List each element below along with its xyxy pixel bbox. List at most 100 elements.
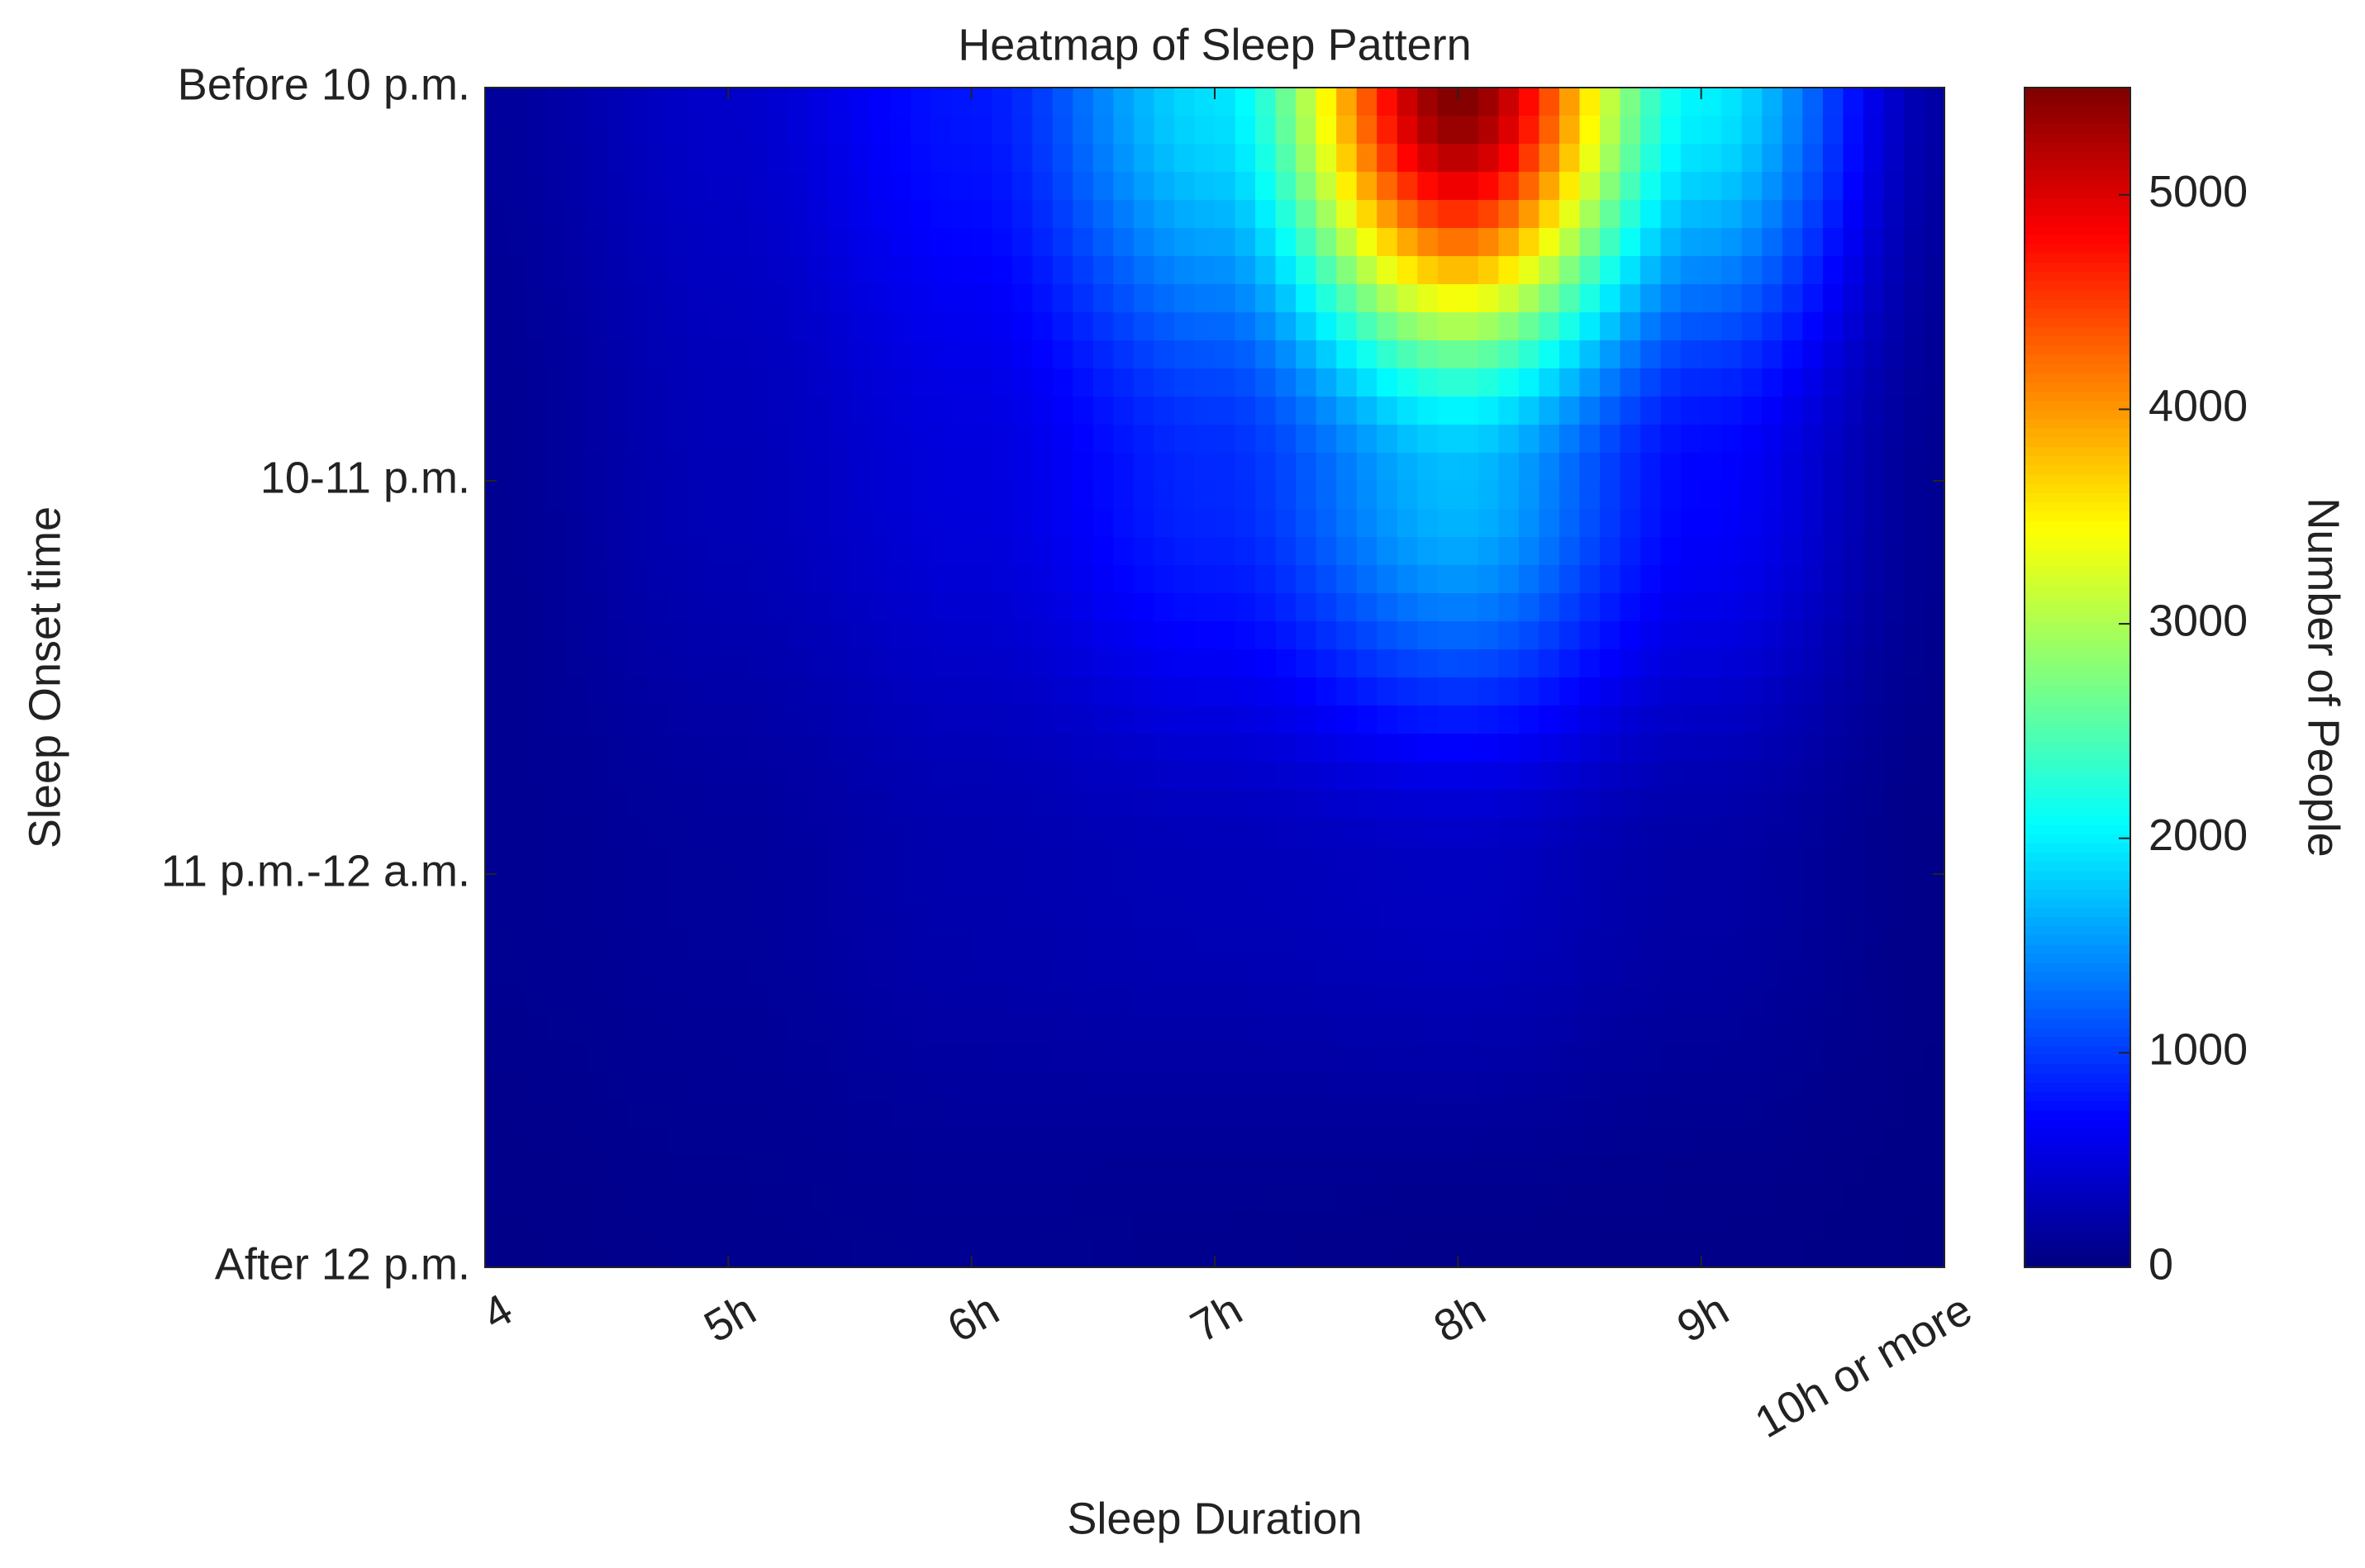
heat-cell <box>1924 200 1945 229</box>
heat-cell <box>1275 88 1297 116</box>
heat-cell <box>1113 593 1135 622</box>
heat-cell <box>1883 228 1905 257</box>
heat-cell <box>1417 1127 1439 1156</box>
heat-cell <box>1417 509 1439 538</box>
heat-cell <box>728 593 749 622</box>
heat-cell <box>1417 1043 1439 1071</box>
heat-cell <box>1600 312 1621 341</box>
heat-cell <box>1924 874 1945 903</box>
heat-cell <box>1681 1211 1702 1240</box>
heat-cell <box>566 1043 588 1071</box>
heat-cell <box>809 368 830 397</box>
heat-cell <box>566 958 588 987</box>
heat-cell <box>1073 537 1094 566</box>
heat-cell <box>1924 284 1945 313</box>
heat-cell <box>1133 425 1155 454</box>
heat-cell <box>1052 930 1074 959</box>
heat-cell <box>667 874 689 903</box>
heat-cell <box>829 284 851 313</box>
heat-cell <box>1073 874 1094 903</box>
heat-cell <box>1458 874 1479 903</box>
heat-cell <box>1558 537 1581 566</box>
heat-cell <box>890 565 911 594</box>
heat-cell <box>728 649 749 678</box>
heat-cell <box>1782 481 1804 510</box>
heat-cell <box>1133 958 1155 987</box>
heat-cell <box>870 958 892 987</box>
heat-cell <box>1154 706 1175 734</box>
heat-cell <box>1660 397 1682 425</box>
heat-cell <box>1782 228 1804 257</box>
heat-cell <box>1073 340 1094 369</box>
heat-cell <box>951 425 973 454</box>
heat-cell <box>1235 1239 1256 1268</box>
colorbar-step <box>2025 1064 2130 1075</box>
heat-cell <box>849 930 871 959</box>
heat-cell <box>485 1014 507 1043</box>
heat-cell <box>688 649 709 678</box>
heat-cell <box>1478 874 1500 903</box>
heat-cell <box>1437 790 1459 819</box>
heat-cell <box>1518 1211 1540 1240</box>
heat-cell <box>1356 284 1378 313</box>
heat-cell <box>1133 172 1155 201</box>
heat-cell <box>769 762 790 791</box>
heat-cell <box>1052 1239 1074 1268</box>
colorbar-step <box>2025 714 2130 725</box>
heat-cell <box>1822 397 1844 425</box>
heat-cell <box>748 1127 770 1156</box>
heat-cell <box>545 1211 567 1240</box>
heat-cell <box>1194 1043 1216 1071</box>
colorbar-step <box>2025 115 2130 126</box>
heat-cell <box>1802 340 1824 369</box>
heat-cell <box>526 1239 547 1268</box>
heat-cell <box>1518 874 1540 903</box>
heat-cell <box>788 734 811 763</box>
heat-cell <box>1701 930 1722 959</box>
heat-cell <box>1701 312 1722 341</box>
heat-cell <box>1356 986 1378 1015</box>
heat-cell <box>1539 537 1560 566</box>
heat-cell <box>992 144 1013 173</box>
colorbar-step <box>2025 815 2130 826</box>
heat-cell <box>1377 144 1398 173</box>
heat-cell <box>1113 1014 1135 1043</box>
heat-cell <box>1924 116 1945 145</box>
heat-cell <box>1458 1183 1479 1212</box>
heat-cell <box>1640 593 1662 622</box>
heat-cell <box>911 228 932 257</box>
heat-cell <box>788 1043 811 1071</box>
heat-cell <box>1173 144 1196 173</box>
heat-cell <box>1316 1043 1337 1071</box>
heat-cell <box>870 874 892 903</box>
heat-cell <box>870 986 892 1015</box>
heat-cell <box>1173 593 1196 622</box>
heat-cell <box>1052 1043 1074 1071</box>
heat-cell <box>1924 425 1945 454</box>
heat-cell <box>707 172 730 201</box>
heat-cell <box>1558 368 1581 397</box>
heat-cell <box>748 734 770 763</box>
heat-cell <box>1558 340 1581 369</box>
heat-cell <box>647 88 669 116</box>
heat-cell <box>1397 677 1419 706</box>
heat-cell <box>1924 706 1945 734</box>
heat-cell <box>1113 284 1135 313</box>
heat-cell <box>1397 874 1419 903</box>
heat-cell <box>1579 902 1601 931</box>
heat-cell <box>1235 986 1256 1015</box>
heat-cell <box>1092 1239 1115 1268</box>
heat-cell <box>1215 958 1236 987</box>
heat-cell <box>1843 397 1864 425</box>
heat-cell <box>1741 1043 1763 1071</box>
heat-cell <box>1498 509 1520 538</box>
heat-cell <box>1660 228 1682 257</box>
heat-cell <box>1782 986 1804 1015</box>
heat-cell <box>1397 706 1419 734</box>
heat-cell <box>748 537 770 566</box>
heat-cell <box>951 228 973 257</box>
heat-cell <box>1052 958 1074 987</box>
heat-cell <box>1235 706 1256 734</box>
heat-cell <box>1782 846 1804 875</box>
heat-cell <box>1782 1071 1804 1100</box>
